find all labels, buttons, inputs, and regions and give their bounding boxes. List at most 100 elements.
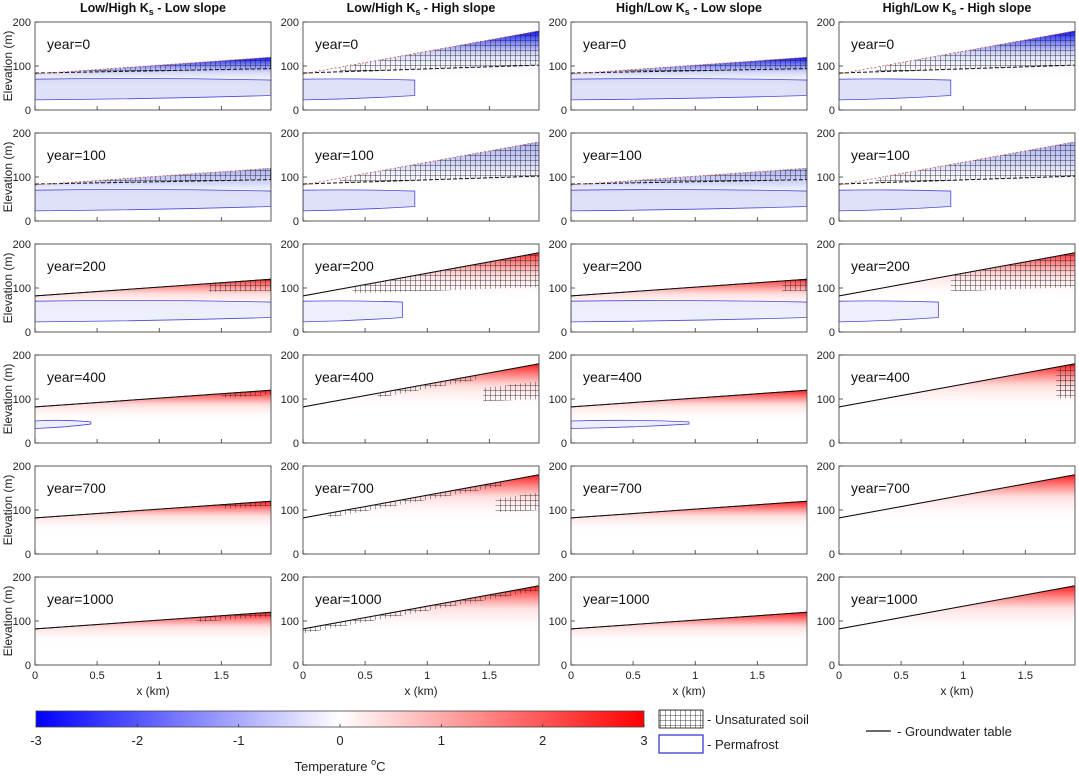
unsaturated-zone bbox=[208, 279, 271, 292]
year-label: year=700 bbox=[315, 480, 374, 496]
subplot: 0 100 200 year=700 bbox=[549, 461, 808, 561]
year-label: year=400 bbox=[315, 369, 374, 385]
groundwater-table bbox=[571, 179, 807, 185]
y-tick-label: 200 bbox=[817, 128, 835, 140]
temperature-field bbox=[303, 585, 539, 665]
x-tick-label: 0.5 bbox=[89, 670, 104, 682]
permafrost-region bbox=[839, 78, 952, 101]
y-tick-label: 0 bbox=[25, 549, 31, 561]
x-axis-label: x (km) bbox=[136, 684, 169, 698]
temperature-field bbox=[303, 363, 539, 443]
y-tick-label: 0 bbox=[561, 216, 567, 228]
x-axis-label: x (km) bbox=[940, 684, 973, 698]
y-axis-label: Elevation (m) bbox=[1, 142, 15, 213]
y-tick-label: 100 bbox=[549, 283, 567, 295]
year-label: year=100 bbox=[315, 147, 374, 163]
unsaturated-zone bbox=[303, 585, 539, 634]
column-title-suffix: - Low slope bbox=[154, 1, 226, 15]
column-title-suffix: - Low slope bbox=[690, 1, 762, 15]
column-title-sub: s bbox=[415, 7, 420, 17]
y-tick-label: 0 bbox=[25, 660, 31, 672]
year-label: year=0 bbox=[583, 36, 626, 52]
x-tick-label: 1 bbox=[424, 670, 430, 682]
colorbar-tick-label: 0 bbox=[336, 733, 343, 748]
column-title-prefix: Low/High K bbox=[80, 1, 149, 15]
ground-surface bbox=[303, 474, 539, 519]
y-tick-label: 100 bbox=[817, 505, 835, 517]
ground-surface bbox=[303, 252, 539, 297]
unsaturated-zone bbox=[876, 141, 1075, 183]
permafrost-region bbox=[571, 189, 807, 212]
x-tick-label: 1.5 bbox=[750, 670, 765, 682]
subplot: 0 100 200 year=200 bbox=[281, 239, 540, 339]
permafrost-region bbox=[303, 300, 403, 323]
y-tick-label: 0 bbox=[25, 105, 31, 117]
y-tick-label: 0 bbox=[829, 549, 835, 561]
y-axis-label: Elevation (m) bbox=[1, 31, 15, 102]
year-label: year=1000 bbox=[851, 591, 918, 607]
y-tick-label: 0 bbox=[293, 105, 299, 117]
y-axis-label: Elevation (m) bbox=[1, 364, 15, 435]
y-tick-label: 0 bbox=[829, 438, 835, 450]
column-title: High/Low Ks - Low slope bbox=[616, 1, 762, 17]
x-tick-label: 0 bbox=[836, 670, 842, 682]
column-title-suffix: - High slope bbox=[420, 1, 495, 15]
year-label: year=200 bbox=[583, 258, 642, 274]
permafrost-region bbox=[839, 300, 939, 323]
year-label: year=1000 bbox=[315, 591, 382, 607]
column-title: Low/High Ks - Low slope bbox=[80, 1, 226, 17]
column-title-prefix: High/Low K bbox=[883, 1, 952, 15]
permafrost-region bbox=[35, 419, 92, 429]
y-tick-label: 100 bbox=[817, 283, 835, 295]
year-label: year=0 bbox=[315, 36, 358, 52]
y-tick-label: 200 bbox=[281, 128, 299, 140]
groundwater-table bbox=[303, 64, 539, 74]
year-label: year=1000 bbox=[583, 591, 650, 607]
permafrost-region bbox=[35, 78, 271, 101]
x-tick-label: 0 bbox=[32, 670, 38, 682]
y-tick-label: 0 bbox=[561, 438, 567, 450]
column-title: High/Low Ks - High slope bbox=[883, 1, 1032, 17]
temperature-field bbox=[35, 390, 271, 443]
ground-surface bbox=[35, 611, 271, 630]
subplot: 0 100 200 year=0 bbox=[817, 17, 1076, 117]
y-axis-label: Elevation (m) bbox=[1, 586, 15, 657]
year-label: year=1000 bbox=[47, 591, 114, 607]
unsaturated-zone bbox=[340, 30, 539, 72]
y-tick-label: 200 bbox=[549, 350, 567, 362]
year-label: year=100 bbox=[851, 147, 910, 163]
year-label: year=200 bbox=[315, 258, 374, 274]
year-label: year=400 bbox=[47, 369, 106, 385]
year-label: year=400 bbox=[583, 369, 642, 385]
y-tick-label: 200 bbox=[281, 572, 299, 584]
unsaturated-zone bbox=[352, 252, 539, 294]
groundwater-table bbox=[839, 64, 1075, 74]
temperature-field bbox=[35, 612, 271, 665]
column-title-suffix: - High slope bbox=[956, 1, 1031, 15]
ground-surface bbox=[571, 278, 807, 297]
colorbar-tick-label: -1 bbox=[233, 733, 245, 748]
y-axis-label: Elevation (m) bbox=[1, 253, 15, 324]
x-tick-label: 0.5 bbox=[625, 670, 640, 682]
groundwater-table bbox=[35, 68, 271, 74]
subplot: 0 100 200 year=100 bbox=[817, 128, 1076, 228]
y-tick-label: 200 bbox=[817, 350, 835, 362]
colorbar-label-sup: o bbox=[371, 757, 376, 767]
y-tick-label: 100 bbox=[13, 61, 31, 73]
permafrost-region bbox=[35, 300, 271, 323]
x-tick-label: 1.5 bbox=[1018, 670, 1033, 682]
y-tick-label: 200 bbox=[13, 572, 31, 584]
subplot: 0 100 200 0 0.5 1 1.5 x (km) year=1000 bbox=[817, 572, 1076, 698]
subplot: 0 100 200 year=200 bbox=[817, 239, 1076, 339]
subplot: 0 100 200 0 0.5 1 1.5 x (km) Elevation (m) year=1… bbox=[1, 572, 272, 698]
ground-surface bbox=[303, 363, 539, 408]
column-titles: Low/High Ks - Low slope Low/High K s - Hig… bbox=[80, 1, 1031, 17]
column-title-prefix: High/Low K bbox=[616, 1, 685, 15]
year-label: year=100 bbox=[583, 147, 642, 163]
x-axis-label: x (km) bbox=[404, 684, 437, 698]
unsaturated-zone bbox=[221, 390, 271, 399]
colorbar-ticks: -3 -2 -1 0 1 2 3 bbox=[30, 724, 648, 748]
subplot: 0 100 200 Elevation (m) year=0 bbox=[1, 17, 272, 117]
year-label: year=400 bbox=[851, 369, 910, 385]
